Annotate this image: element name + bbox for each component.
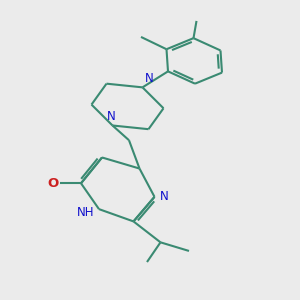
Text: N: N xyxy=(145,72,154,85)
Text: O: O xyxy=(47,177,58,190)
Text: N: N xyxy=(160,190,169,203)
Text: NH: NH xyxy=(77,206,94,219)
Text: N: N xyxy=(106,110,116,123)
